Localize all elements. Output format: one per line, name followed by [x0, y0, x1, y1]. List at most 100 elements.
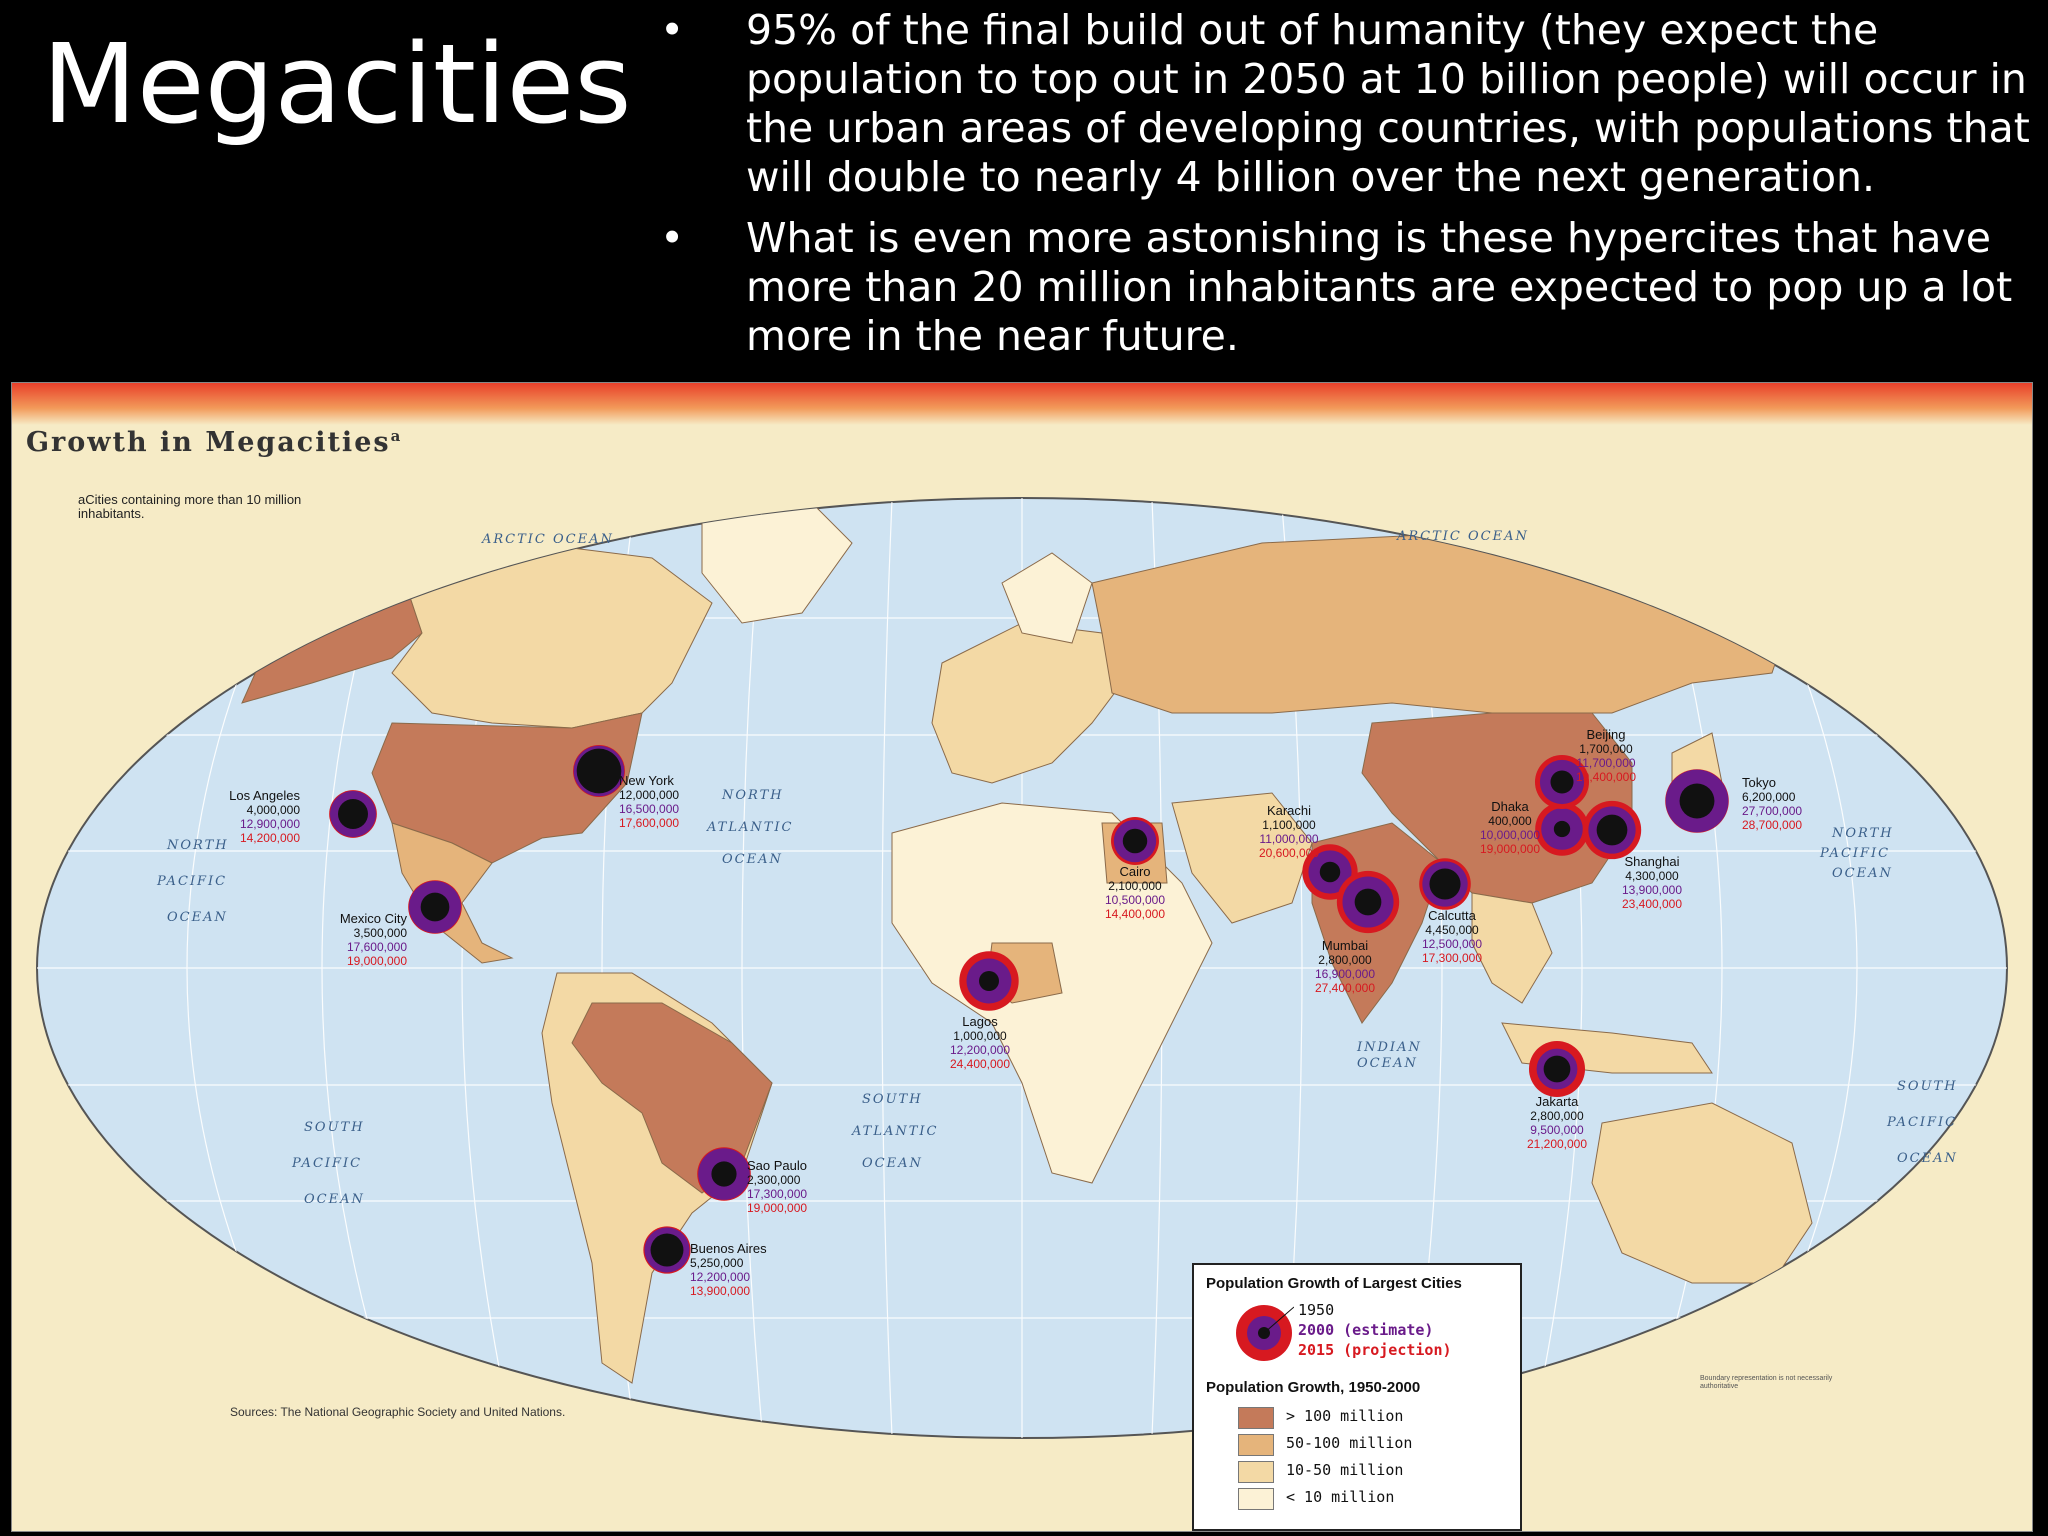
ring-1950	[1543, 1055, 1571, 1083]
ocean-label: SOUTH	[1897, 1079, 1958, 1094]
land-usa	[371, 712, 643, 864]
pop-2015: 13,900,000	[690, 1284, 750, 1298]
pop-2000: 27,700,000	[1742, 804, 1802, 818]
ocean-labels: ARCTIC OCEAN ARCTIC OCEAN NORTH PACIFIC …	[156, 529, 1958, 1207]
legend-title-cities: Population Growth of Largest Cities	[1206, 1275, 1462, 1292]
ring-1950	[1354, 888, 1382, 916]
legend-label-50-100: 50-100 million	[1286, 1434, 1413, 1452]
pop-1950: 1,100,000	[1262, 818, 1316, 832]
pop-1950: 6,200,000	[1742, 790, 1796, 804]
pop-2015: 27,400,000	[1315, 981, 1375, 995]
land-middle-east	[1171, 792, 1313, 924]
pop-2015: 17,600,000	[619, 816, 679, 830]
city-name: Dhaka	[1491, 799, 1529, 814]
pop-2015: 19,000,000	[347, 954, 407, 968]
ocean-label: OCEAN	[1357, 1056, 1418, 1071]
pop-2000: 17,300,000	[747, 1187, 807, 1201]
pop-2015: 14,400,000	[1105, 907, 1165, 921]
city-name: Lagos	[962, 1014, 998, 1029]
pop-2015: 28,700,000	[1742, 818, 1802, 832]
ocean-label: PACIFIC	[156, 874, 227, 889]
map-sources: Sources: The National Geographic Society…	[230, 1405, 566, 1419]
ring-1950	[338, 799, 368, 829]
legend-swatch-50-100	[1238, 1434, 1274, 1456]
legend-1950: 1950	[1298, 1301, 1335, 1319]
ring-1950	[711, 1161, 737, 1187]
legend-swatch-lt10	[1238, 1488, 1274, 1510]
pop-2015: 19,000,000	[747, 1201, 807, 1215]
ocean-label: PACIFIC	[1819, 846, 1890, 861]
world-map: ARCTIC OCEAN ARCTIC OCEAN NORTH PACIFIC …	[36, 497, 2008, 1439]
city-name: Mexico City	[340, 911, 408, 926]
slide-title: Megacities	[42, 20, 632, 148]
city-name: Los Angeles	[229, 788, 300, 803]
pop-2000: 10,000,000	[1480, 828, 1540, 842]
ocean-label: NORTH	[721, 788, 784, 803]
ocean-label: OCEAN	[167, 910, 228, 925]
pop-2015: 23,400,000	[1622, 897, 1682, 911]
pop-1950: 1,700,000	[1579, 742, 1633, 756]
ring-1950	[650, 1233, 684, 1267]
ocean-label: PACIFIC	[291, 1156, 362, 1171]
city-name: Mumbai	[1322, 938, 1368, 953]
pop-2000: 12,200,000	[690, 1270, 750, 1284]
ring-1950	[1429, 868, 1461, 900]
city-name: Calcutta	[1428, 908, 1476, 923]
pop-2015: 24,400,000	[950, 1057, 1010, 1071]
pop-2000: 12,500,000	[1422, 937, 1482, 951]
legend-ring-symbol	[1236, 1305, 1294, 1361]
pop-2015: 20,600,000	[1259, 846, 1319, 860]
pop-1950: 5,250,000	[690, 1256, 744, 1270]
ring-1950	[1553, 820, 1571, 838]
pop-1950: 3,500,000	[354, 926, 408, 940]
ocean-label: ATLANTIC	[706, 820, 794, 835]
pop-2000: 17,600,000	[347, 940, 407, 954]
map-legend: Population Growth of Largest Cities 1950…	[1192, 1263, 1522, 1531]
bullet-marker: •	[660, 6, 685, 54]
bullet-item: • 95% of the final build out of humanity …	[660, 6, 2040, 202]
pop-2000: 9,500,000	[1530, 1123, 1584, 1137]
map-footnote: aCities containing more than 10 million …	[78, 492, 302, 521]
legend-2000: 2000 (estimate)	[1298, 1321, 1434, 1339]
ring-1950	[1596, 814, 1628, 846]
ocean-label: OCEAN	[1897, 1151, 1958, 1166]
pop-2000: 12,200,000	[950, 1043, 1010, 1057]
pop-1950: 1,000,000	[953, 1029, 1007, 1043]
pop-2000: 16,900,000	[1315, 967, 1375, 981]
pop-1950: 2,800,000	[1530, 1109, 1584, 1123]
pop-1950: 12,000,000	[619, 788, 679, 802]
city-name: Jakarta	[1536, 1094, 1579, 1109]
pop-2015: 14,200,000	[240, 831, 300, 845]
pop-2015: 19,000,000	[1480, 842, 1540, 856]
city-name: Shanghai	[1625, 854, 1680, 869]
ring-1950	[979, 971, 999, 991]
ocean-label: OCEAN	[1832, 866, 1893, 881]
ring-1950	[1679, 783, 1715, 819]
ring-1950	[576, 748, 622, 794]
header-gradient	[12, 383, 2032, 425]
pop-1950: 4,450,000	[1425, 923, 1479, 937]
city-marker-buenos-aires: Buenos Aires5,250,00012,200,00013,900,00…	[643, 1226, 767, 1298]
bullet-list: • 95% of the final build out of humanity …	[660, 6, 2040, 373]
bullet-marker: •	[660, 214, 685, 262]
pop-2000: 12,900,000	[240, 817, 300, 831]
city-name: Buenos Aires	[690, 1241, 767, 1256]
pop-1950: 2,300,000	[747, 1173, 801, 1187]
ocean-label: ATLANTIC	[851, 1124, 939, 1139]
bullet-text: What is even more astonishing is these h…	[746, 214, 2013, 360]
ocean-label: SOUTH	[304, 1120, 365, 1135]
land-new-zealand	[1861, 1262, 1893, 1314]
city-name: Karachi	[1267, 803, 1311, 818]
ring-1950	[1122, 828, 1148, 854]
ocean-label: NORTH	[166, 838, 229, 853]
ocean-label: INDIAN	[1356, 1040, 1422, 1055]
